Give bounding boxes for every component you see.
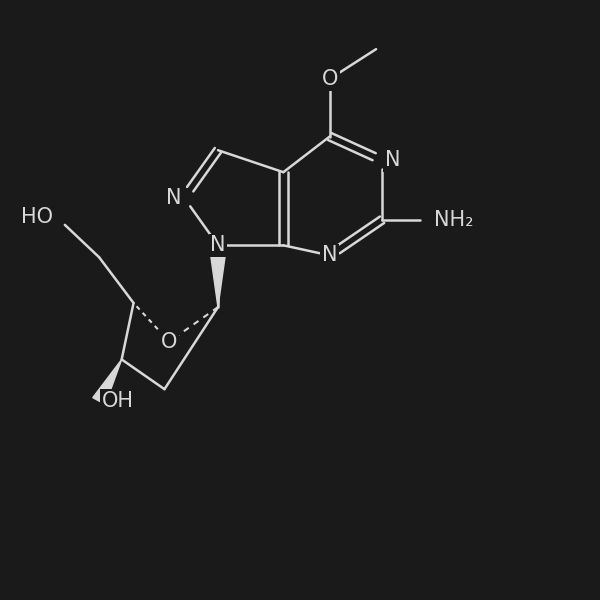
Text: O: O: [161, 332, 178, 352]
Text: N: N: [166, 188, 181, 208]
Text: N: N: [322, 245, 337, 265]
Text: O: O: [322, 69, 338, 89]
Text: OH: OH: [102, 391, 134, 411]
Polygon shape: [93, 359, 122, 404]
Text: N: N: [210, 235, 226, 256]
Text: NH₂: NH₂: [434, 210, 473, 230]
Text: HO: HO: [22, 207, 53, 227]
Text: N: N: [385, 151, 401, 170]
Polygon shape: [211, 256, 225, 307]
